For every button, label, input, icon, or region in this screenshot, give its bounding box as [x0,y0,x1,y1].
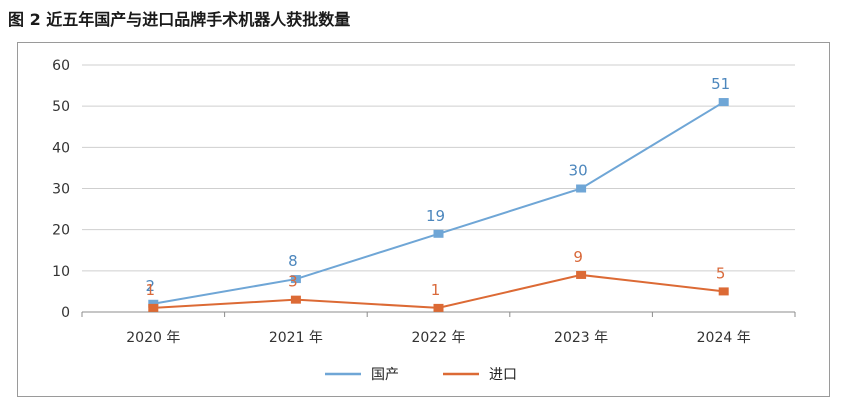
y-tick-label: 60 [52,58,70,74]
y-tick-label: 20 [52,223,70,239]
chart-frame [17,42,830,397]
data-label: 51 [711,75,730,93]
data-label: 3 [288,273,298,291]
x-tick-label: 2020 年 [126,330,180,346]
data-point-marker [718,287,729,296]
y-tick-label: 0 [61,305,70,321]
data-point-marker [576,270,587,279]
data-label: 2 [146,277,156,295]
gridlines [81,64,796,317]
x-tick-label: 2021 年 [269,330,323,346]
legend-label: 国产 [371,367,399,383]
legend: 国产 进口 [325,367,517,383]
data-point-marker [148,299,159,308]
data-label: 30 [569,162,588,180]
series-line-1 [153,101,725,305]
data-point-marker [290,275,301,284]
y-tick-label: 40 [52,140,70,156]
data-label: 19 [426,207,445,225]
data-point-marker [290,295,301,304]
y-tick-label: 10 [52,264,70,280]
y-tick-label: 30 [52,182,70,198]
y-tick-label: 50 [52,99,70,115]
x-tick-label: 2024 年 [697,330,751,346]
data-label: 5 [716,264,726,282]
data-label: 9 [573,248,583,266]
x-tick-label: 2022 年 [411,330,465,346]
legend-label: 进口 [489,367,517,383]
x-tick-label: 2023 年 [554,330,608,346]
chart-title: 图 2 近五年国产与进口品牌手术机器人获批数量 [8,10,351,29]
data-point-marker [148,303,159,312]
data-point-marker [433,229,444,238]
series-lines [153,101,725,309]
y-tick-labels: 0 10 20 30 40 50 60 [52,58,70,321]
data-label: 8 [288,252,298,270]
data-point-marker [433,303,444,312]
x-tick-labels: 2020 年 2021 年 2022 年 2023 年 2024 年 [126,330,750,346]
series-markers [148,98,729,312]
data-point-marker [718,98,729,107]
data-label: 1 [431,281,441,299]
data-point-marker [576,184,587,193]
data-label: 1 [146,281,156,299]
